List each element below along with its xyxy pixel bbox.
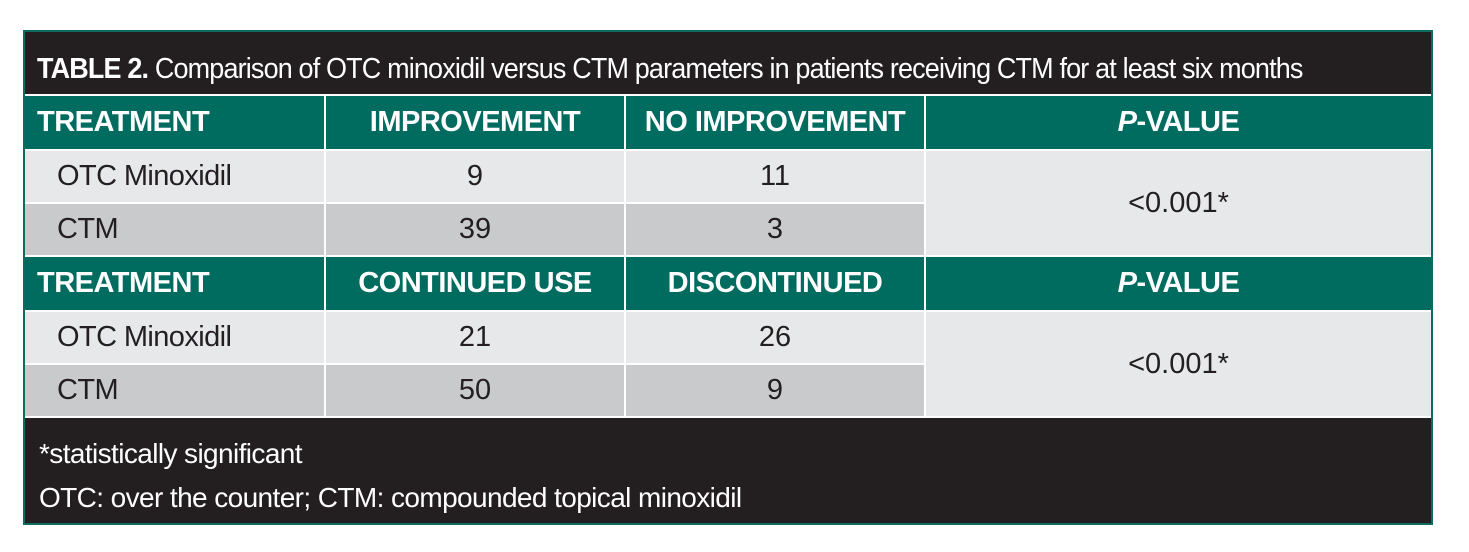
data-table: TREATMENT IMPROVEMENT NO IMPROVEMENT P-V… [25,94,1431,418]
p-value-suffix: -VALUE [1136,106,1240,138]
treatment-cell: OTC Minoxidil [25,310,326,365]
footnote-abbreviations: OTC: over the counter; CTM: compounded t… [39,482,742,513]
continued-use-cell: 50 [324,363,626,418]
treatment-cell: OTC Minoxidil [25,149,326,204]
table-frame: TABLE 2. Comparison of OTC minoxidil ver… [23,30,1433,525]
col-header-continued-use: CONTINUED USE [324,255,626,312]
treatment-cell: CTM [25,202,326,257]
improvement-cell: 39 [324,202,626,257]
table-footnotes: *statistically significant OTC: over the… [39,432,742,520]
footnote-significance: *statistically significant [39,438,303,469]
table-title: Comparison of OTC minoxidil versus CTM p… [154,53,1304,85]
col-header-p-value: P-VALUE [924,255,1431,312]
col-header-p-value: P-VALUE [924,94,1431,151]
col-header-discontinued: DISCONTINUED [624,255,926,312]
p-value-cell: <0.001* [924,310,1431,418]
table-row: OTC Minoxidil 9 11 <0.001* [25,149,1431,257]
col-header-treatment: TREATMENT [25,94,326,151]
table-row: OTC Minoxidil 21 26 <0.001* [25,310,1431,418]
p-italic: P [1117,267,1137,299]
improvement-cell: 9 [324,149,626,204]
continued-use-cell: 21 [324,310,626,365]
discontinued-cell: 26 [624,310,926,365]
header-row-1: TREATMENT IMPROVEMENT NO IMPROVEMENT P-V… [25,94,1431,151]
table-row: CTM 39 3 [25,202,1431,257]
header-row-2: TREATMENT CONTINUED USE DISCONTINUED P-V… [25,255,1431,312]
no-improvement-cell: 11 [624,149,926,204]
table-caption: TABLE 2. Comparison of OTC minoxidil ver… [37,44,1303,94]
treatment-cell: CTM [25,363,326,418]
p-value-cell: <0.001* [924,149,1431,257]
no-improvement-cell: 3 [624,202,926,257]
table-row: CTM 50 9 [25,363,1431,418]
col-header-treatment: TREATMENT [25,255,326,312]
col-header-no-improvement: NO IMPROVEMENT [624,94,926,151]
discontinued-cell: 9 [624,363,926,418]
table-label: TABLE 2. [37,53,149,85]
col-header-improvement: IMPROVEMENT [324,94,626,151]
p-value-suffix: -VALUE [1136,267,1240,299]
p-italic: P [1117,106,1137,138]
